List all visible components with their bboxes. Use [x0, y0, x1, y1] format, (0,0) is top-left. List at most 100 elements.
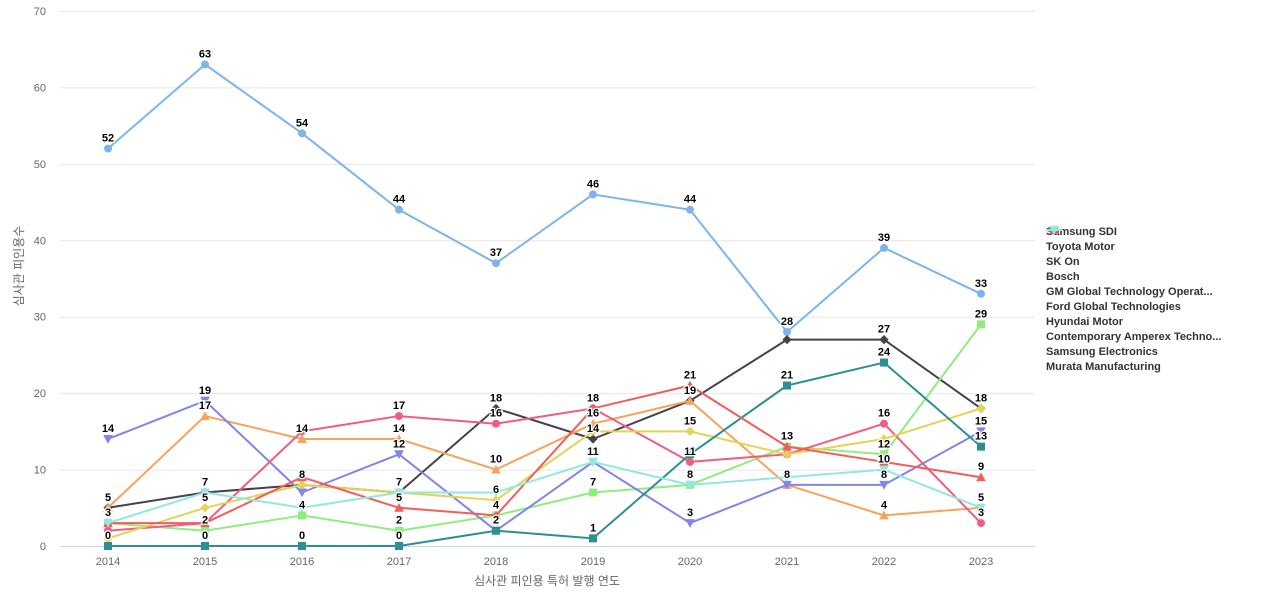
- data-label: 10: [878, 454, 890, 466]
- data-label: 0: [299, 530, 305, 542]
- data-label: 11: [684, 446, 696, 458]
- data-label: 0: [396, 530, 402, 542]
- data-label: 16: [490, 408, 502, 420]
- data-label: 3: [105, 507, 111, 519]
- legend-item-ford-global-technologies[interactable]: Ford Global Technologies: [1046, 226, 1221, 314]
- data-label: 46: [587, 178, 599, 190]
- data-label: 7: [590, 477, 596, 489]
- data-label: 21: [781, 370, 793, 382]
- legend-item-hyundai-motor[interactable]: Hyundai Motor: [1046, 225, 1221, 329]
- data-label: 8: [687, 469, 693, 481]
- x-tick-label: 2019: [581, 556, 605, 568]
- series-samsung-sdi[interactable]: [104, 60, 985, 337]
- data-label: 8: [784, 469, 790, 481]
- data-label: 14: [296, 423, 309, 435]
- data-label: 1: [590, 522, 596, 534]
- x-tick-label: 2023: [969, 556, 993, 568]
- data-label: 54: [296, 117, 309, 129]
- data-label: 17: [393, 400, 405, 412]
- series-contemporary-amperex-techno[interactable]: [104, 358, 985, 550]
- data-label: 24: [878, 347, 891, 359]
- x-tick-label: 2018: [484, 556, 508, 568]
- legend-label: GM Global Technology Operat...: [1046, 285, 1213, 298]
- data-label: 44: [684, 194, 697, 206]
- x-tick-label: 2021: [775, 556, 799, 568]
- series-bosch[interactable]: [103, 395, 986, 520]
- data-label: 7: [202, 477, 208, 489]
- legend-item-samsung-electronics[interactable]: Samsung Electronics: [1046, 225, 1221, 359]
- data-label: 29: [975, 308, 987, 320]
- legend-item-murata-manufacturing[interactable]: Murata Manufacturing: [1046, 226, 1221, 374]
- data-label: 14: [102, 423, 115, 435]
- legend-item-contemporary-amperex-techno[interactable]: Contemporary Amperex Techno...: [1046, 226, 1221, 344]
- legend-label: Hyundai Motor: [1046, 315, 1123, 328]
- data-label: 10: [490, 454, 502, 466]
- data-label: 12: [878, 438, 890, 450]
- data-label: 11: [587, 446, 599, 458]
- y-tick-label: 60: [34, 82, 46, 94]
- legend: Samsung SDI Toyota Motor SK On Bosch GM Glob…: [1046, 224, 1221, 374]
- y-tick-label: 10: [34, 465, 46, 477]
- x-tick-labels: 2014 2015 2016 2017 2018 2019 2020 2021 2022 2023: [96, 556, 993, 568]
- data-label: 15: [975, 415, 987, 427]
- y-tick-label: 0: [40, 541, 46, 553]
- x-tick-label: 2017: [387, 556, 411, 568]
- data-label: 12: [393, 438, 405, 450]
- y-tick-label: 40: [34, 235, 46, 247]
- data-label: 8: [881, 469, 887, 481]
- y-tick-label: 20: [34, 388, 46, 400]
- triangle-down-marker-icon: [1046, 226, 1062, 235]
- data-label: 2: [493, 515, 499, 527]
- data-label: 63: [199, 49, 211, 61]
- data-label: 19: [199, 385, 211, 397]
- series-sk-on[interactable]: [104, 320, 985, 535]
- legend-item-sk-on[interactable]: SK On: [1046, 226, 1221, 269]
- x-tick-label: 2022: [872, 556, 896, 568]
- data-label: 4: [493, 499, 500, 511]
- y-tick-label: 50: [34, 159, 46, 171]
- legend-item-samsung-sdi[interactable]: Samsung SDI: [1046, 224, 1221, 239]
- series-hyundai-motor[interactable]: [103, 403, 986, 543]
- data-label: 21: [684, 370, 696, 382]
- data-label: 5: [396, 492, 402, 504]
- legend-label: SK On: [1046, 255, 1080, 268]
- data-label: 4: [299, 499, 306, 511]
- x-tick-label: 2016: [290, 556, 314, 568]
- data-label: 0: [105, 530, 111, 542]
- data-label: 3: [687, 507, 693, 519]
- data-label: 0: [202, 530, 208, 542]
- x-tick-label: 2014: [96, 556, 120, 568]
- data-label: 33: [975, 278, 987, 290]
- legend-label: Samsung Electronics: [1046, 345, 1158, 358]
- legend-label: Ford Global Technologies: [1046, 300, 1181, 313]
- legend-label: Murata Manufacturing: [1046, 360, 1161, 373]
- legend-item-gm-global-technology-operat[interactable]: GM Global Technology Operat...: [1046, 226, 1221, 299]
- legend-label: Samsung SDI: [1046, 225, 1117, 238]
- legend-label: Toyota Motor: [1046, 240, 1115, 253]
- data-label: 2: [202, 515, 208, 527]
- y-axis-title: 심사관 피인용수: [12, 225, 26, 307]
- data-label: 37: [490, 247, 502, 259]
- data-label: 9: [978, 461, 984, 473]
- x-tick-label: 2015: [193, 556, 217, 568]
- data-label: 4: [881, 499, 888, 511]
- data-label: 15: [684, 415, 696, 427]
- data-label: 5: [202, 492, 208, 504]
- data-label: 52: [102, 133, 114, 145]
- data-label: 19: [684, 385, 696, 397]
- y-tick-label: 30: [34, 312, 46, 324]
- data-label: 14: [587, 423, 600, 435]
- series-murata-manufacturing[interactable]: [103, 457, 986, 528]
- y-tick-label: 70: [34, 6, 46, 18]
- data-label: 2: [396, 515, 402, 527]
- legend-item-toyota-motor[interactable]: Toyota Motor: [1046, 225, 1221, 254]
- data-label: 16: [878, 408, 890, 420]
- data-label: 8: [299, 469, 305, 481]
- data-label: 7: [396, 477, 402, 489]
- legend-item-bosch[interactable]: Bosch: [1046, 225, 1221, 284]
- data-label: 17: [199, 400, 211, 412]
- data-label: 16: [587, 408, 599, 420]
- legend-label: Bosch: [1046, 270, 1080, 283]
